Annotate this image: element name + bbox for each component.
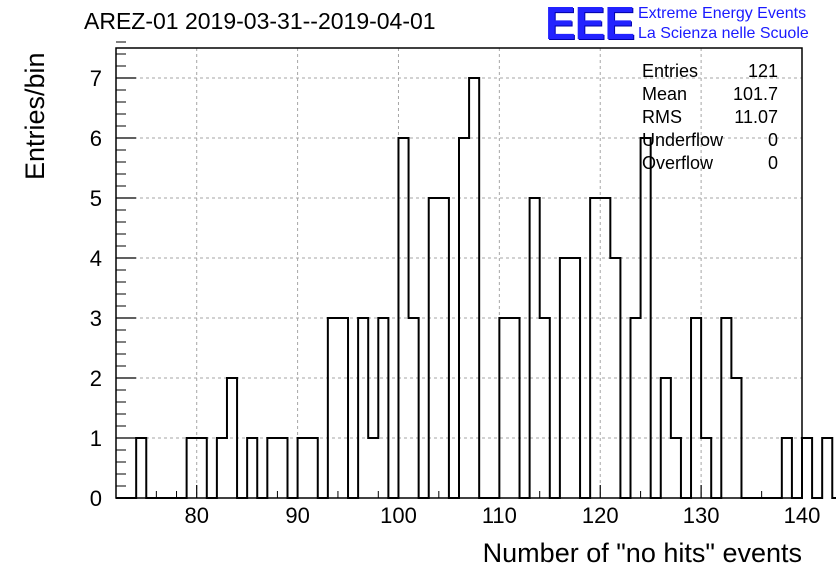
y-tick-label: 5 [90,186,102,211]
y-tick-label: 2 [90,366,102,391]
x-tick-label: 100 [380,503,417,528]
x-tick-label: 80 [184,503,208,528]
stat-row-rms: RMS 11.07 [642,106,778,129]
stat-value: 0 [767,130,778,150]
y-axis-label: Entries/bin [20,52,50,180]
stat-row-mean: Mean 101.7 [642,83,778,106]
y-tick-label: 4 [90,246,102,271]
x-tick-label: 110 [482,503,517,528]
stat-row-entries: Entries 121 [642,60,778,83]
x-tick-label: 140 [784,503,821,528]
x-tick-label: 90 [285,503,309,528]
y-tick-label: 6 [90,126,102,151]
logo-line-1: Extreme Energy Events [638,5,807,22]
stats-box: Entries 121 Mean 101.7 RMS 11.07 Underfl… [642,60,778,175]
histogram-outline [116,77,836,499]
tick-labels: 80 90 100 110 120 130 140 0 1 2 3 4 5 6 7 [90,66,821,528]
x-axis-label: Number of "no hits" events [482,538,802,568]
stat-label: RMS [642,107,682,127]
stat-label: Entries [642,61,699,81]
stat-value: 121 [747,61,778,81]
y-tick-label: 0 [90,486,102,511]
y-tick-label: 7 [90,66,102,91]
stat-value: 101.7 [732,84,778,104]
chart-title: AREZ-01 2019-03-31--2019-04-01 [84,8,436,34]
stat-value: 11.07 [734,107,778,127]
y-tick-label: 1 [90,426,102,451]
x-tick-label: 120 [582,503,619,528]
logo-line-2: La Scienza nelle Scuole [638,25,809,42]
stat-label: Underflow [642,130,724,150]
x-tick-label: 130 [683,503,720,528]
stat-label: Overflow [642,153,714,173]
stat-label: Mean [642,84,688,104]
eee-logo: EEE [545,0,635,49]
stat-row-underflow: Underflow 0 [642,129,778,152]
stat-value: 0 [767,153,778,173]
stat-row-overflow: Overflow 0 [642,152,778,175]
y-tick-label: 3 [90,306,102,331]
